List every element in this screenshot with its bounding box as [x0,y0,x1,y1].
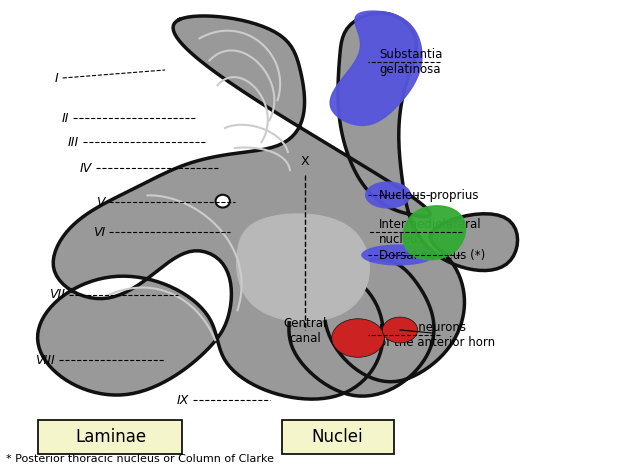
FancyBboxPatch shape [282,420,394,454]
Text: Laminae: Laminae [75,428,147,446]
Text: IX: IX [177,393,189,407]
Text: V: V [96,196,105,209]
Ellipse shape [365,181,411,209]
Text: VI: VI [93,226,105,238]
Text: motor neurons
of the anterior horn: motor neurons of the anterior horn [379,321,495,349]
Text: Dorsal nucleus (*): Dorsal nucleus (*) [379,249,485,261]
Ellipse shape [361,244,435,266]
Polygon shape [237,214,369,321]
FancyBboxPatch shape [38,420,182,454]
Text: II: II [61,111,69,125]
Text: VIII: VIII [35,353,55,367]
Ellipse shape [383,317,418,343]
Ellipse shape [332,319,384,357]
Text: Intermediolateral
nucleus: Intermediolateral nucleus [379,218,481,246]
Text: Substantia
gelatinosa: Substantia gelatinosa [379,48,442,76]
Ellipse shape [216,195,230,208]
Text: III: III [68,135,79,149]
Polygon shape [38,13,518,399]
Text: X: X [301,155,309,168]
Text: * Posterior thoracic nucleus or Column of Clarke: * Posterior thoracic nucleus or Column o… [6,454,275,464]
Text: Nuclei: Nuclei [312,428,363,446]
Text: I: I [55,71,59,85]
Text: Nucleus proprius: Nucleus proprius [379,188,478,202]
Text: IV: IV [79,162,92,174]
Polygon shape [330,11,422,125]
Polygon shape [403,206,465,260]
Text: VII: VII [49,289,65,301]
Text: Central
canal: Central canal [284,317,326,345]
